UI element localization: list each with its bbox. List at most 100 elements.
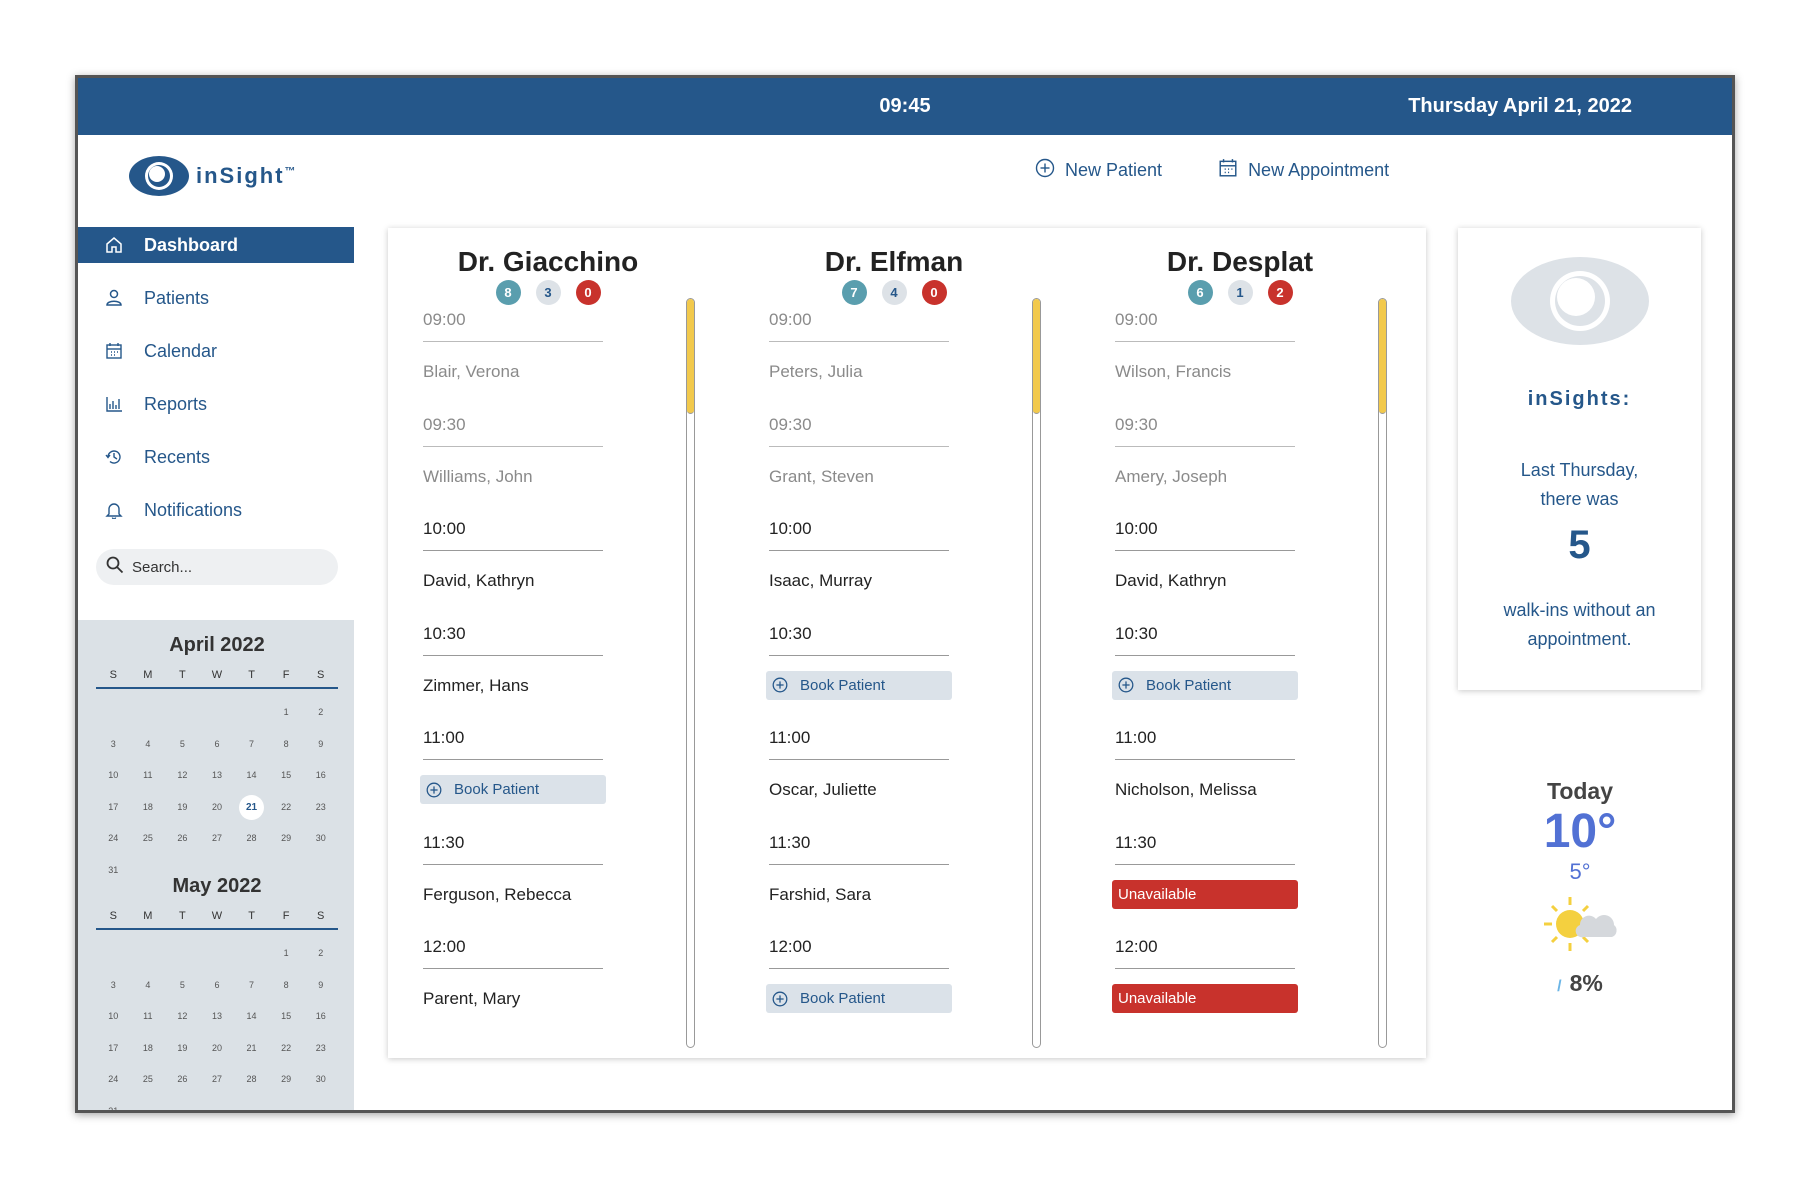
patient-name[interactable]: Ferguson, Rebecca <box>423 884 572 904</box>
new-appointment-button[interactable]: New Appointment <box>1218 158 1389 183</box>
sidebar-item-notifications[interactable]: Notifications <box>78 492 354 528</box>
calendar-day[interactable]: 28 <box>246 1074 257 1084</box>
calendar-day[interactable]: 4 <box>145 738 151 749</box>
calendar-blank <box>131 697 166 729</box>
calendar-day[interactable]: 10 <box>108 1011 119 1021</box>
calendar-day[interactable]: 13 <box>211 770 222 780</box>
calendar-day[interactable]: 21 <box>246 1042 257 1053</box>
calendar-day[interactable]: 8 <box>283 979 289 990</box>
book-patient-button[interactable]: Book Patient <box>766 670 952 700</box>
calendar-day[interactable]: 29 <box>281 1074 292 1084</box>
search-box[interactable] <box>96 549 338 585</box>
calendar-day[interactable]: 13 <box>211 1011 222 1021</box>
calendar-day[interactable]: 12 <box>177 770 188 780</box>
patient-name[interactable]: Amery, Joseph <box>1115 466 1228 486</box>
scrollbar-thumb[interactable] <box>687 299 694 414</box>
calendar-day[interactable]: 23 <box>315 1042 326 1053</box>
scrollbar-thumb[interactable] <box>1379 299 1386 414</box>
scrollbar-thumb[interactable] <box>1033 299 1040 414</box>
calendar-day[interactable]: 4 <box>145 979 151 990</box>
patient-name[interactable]: Parent, Mary <box>423 989 521 1008</box>
calendar-day[interactable]: 20 <box>211 1042 222 1053</box>
calendar-day[interactable]: 15 <box>281 770 292 780</box>
patient-name[interactable]: Farshid, Sara <box>769 884 872 904</box>
calendar-day[interactable]: 8 <box>283 738 289 749</box>
calendar-day[interactable]: 26 <box>177 833 188 843</box>
calendar-day[interactable]: 18 <box>142 801 153 812</box>
calendar-day[interactable]: 3 <box>110 738 116 749</box>
logo[interactable]: inSight™ <box>128 155 298 197</box>
calendar-day[interactable]: 24 <box>108 833 119 843</box>
calendar-day[interactable]: 5 <box>179 738 185 749</box>
book-patient-button[interactable]: Book Patient <box>766 984 952 1013</box>
calendar-day[interactable]: 25 <box>142 1074 153 1084</box>
calendar-day[interactable]: 30 <box>315 1074 326 1084</box>
sidebar-item-dashboard[interactable]: Dashboard <box>78 227 354 263</box>
calendar-day[interactable]: 15 <box>281 1011 292 1021</box>
patient-name[interactable]: Zimmer, Hans <box>423 675 529 695</box>
calendar-day[interactable]: 22 <box>281 801 292 812</box>
sidebar-item-reports[interactable]: Reports <box>78 386 354 422</box>
patient-name[interactable]: Peters, Julia <box>769 362 863 381</box>
calendar-day[interactable]: 7 <box>249 738 255 749</box>
sidebar-item-calendar[interactable]: Calendar <box>78 333 354 369</box>
patient-name[interactable]: Wilson, Francis <box>1115 362 1232 381</box>
calendar-day[interactable]: 30 <box>315 833 326 843</box>
patient-name[interactable]: Williams, John <box>423 466 533 486</box>
calendar-day[interactable]: 11 <box>143 770 153 780</box>
calendar-day[interactable]: 19 <box>177 801 188 812</box>
book-patient-button[interactable]: Book Patient <box>1112 670 1298 700</box>
calendar-day[interactable]: 1 <box>283 707 289 717</box>
calendar-day[interactable]: 2 <box>318 948 324 958</box>
patient-name[interactable]: Nicholson, Melissa <box>1115 780 1257 799</box>
new-patient-button[interactable]: New Patient <box>1035 158 1162 183</box>
patient-name[interactable]: Grant, Steven <box>769 466 874 486</box>
calendar-day[interactable]: 12 <box>177 1011 188 1021</box>
calendar-day[interactable]: 21 <box>234 792 269 824</box>
time-slot: 12:00 <box>1115 937 1295 969</box>
calendar-day[interactable]: 6 <box>214 738 220 749</box>
column-scrollbar[interactable] <box>1378 298 1387 1048</box>
column-scrollbar[interactable] <box>686 298 695 1048</box>
calendar-day[interactable]: 17 <box>108 1042 119 1053</box>
column-scrollbar[interactable] <box>1032 298 1041 1048</box>
calendar-day[interactable]: 16 <box>315 1011 326 1021</box>
calendar-day[interactable]: 31 <box>108 1105 119 1113</box>
patient-name[interactable]: Blair, Verona <box>423 362 520 381</box>
calendar-day[interactable]: 5 <box>179 979 185 990</box>
calendar-day[interactable]: 27 <box>211 833 222 843</box>
calendar-day[interactable]: 28 <box>246 833 257 843</box>
patient-name[interactable]: Oscar, Juliette <box>769 780 877 799</box>
calendar-day[interactable]: 14 <box>246 770 257 780</box>
calendar-day[interactable]: 20 <box>211 801 222 812</box>
calendar-day[interactable]: 25 <box>142 833 153 843</box>
calendar-day[interactable]: 7 <box>249 979 255 990</box>
calendar-day[interactable]: 6 <box>214 979 220 990</box>
calendar-day[interactable]: 9 <box>318 738 324 749</box>
calendar-day[interactable]: 9 <box>318 979 324 990</box>
book-patient-button[interactable]: Book Patient <box>420 775 606 804</box>
calendar-day[interactable]: 14 <box>246 1011 257 1021</box>
sidebar-item-recents[interactable]: Recents <box>78 439 354 475</box>
calendar-day[interactable]: 26 <box>177 1074 188 1084</box>
calendar-day[interactable]: 1 <box>283 948 289 958</box>
calendar-day[interactable]: 19 <box>177 1042 188 1053</box>
calendar-day[interactable]: 18 <box>142 1042 153 1053</box>
calendar-day[interactable]: 2 <box>318 707 324 717</box>
calendar-day[interactable]: 23 <box>315 801 326 812</box>
calendar-day[interactable]: 29 <box>281 833 292 843</box>
calendar-day[interactable]: 22 <box>281 1042 292 1053</box>
patient-name[interactable]: David, Kathryn <box>423 571 535 590</box>
calendar-day[interactable]: 17 <box>108 801 119 812</box>
calendar-day[interactable]: 27 <box>211 1074 222 1084</box>
calendar-day[interactable]: 11 <box>143 1011 153 1021</box>
calendar-day[interactable]: 10 <box>108 770 119 780</box>
calendar-day[interactable]: 3 <box>110 979 116 990</box>
sidebar-item-patients[interactable]: Patients <box>78 280 354 316</box>
search-input[interactable] <box>132 558 312 576</box>
calendar-day[interactable]: 16 <box>315 770 326 780</box>
calendar-day[interactable]: 24 <box>108 1074 119 1084</box>
patient-name[interactable]: David, Kathryn <box>1115 571 1227 590</box>
calendar-day[interactable]: 31 <box>108 864 119 875</box>
patient-name[interactable]: Isaac, Murray <box>769 571 872 590</box>
